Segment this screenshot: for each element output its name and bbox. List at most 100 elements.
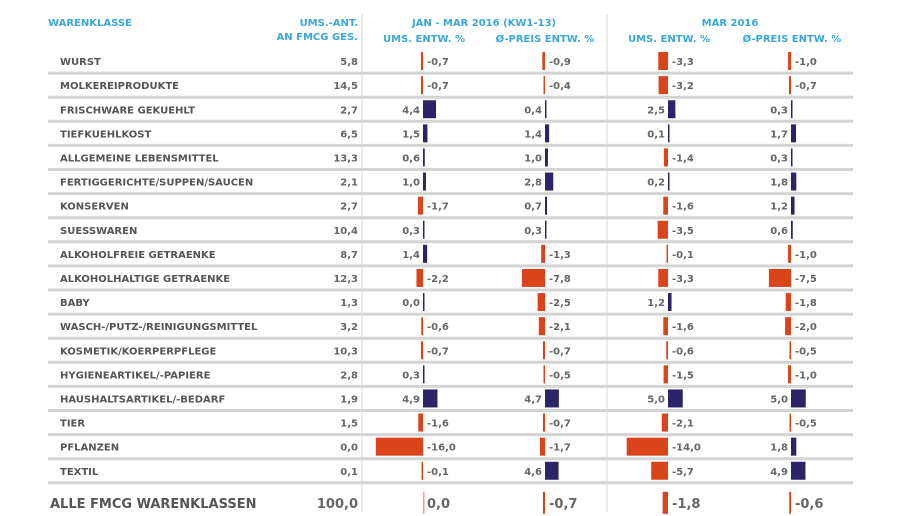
bar (538, 317, 545, 336)
bar-value-label: -0,1 (672, 250, 694, 261)
bar (663, 148, 668, 167)
share-value: 3,2 (340, 322, 358, 333)
category-label: ALKOHOLHALTIGE GETRAENKE (60, 274, 230, 285)
bar-value-label: -0,7 (795, 81, 817, 92)
bar (626, 437, 668, 456)
header-share-line2: AN FMCG GES. (277, 32, 358, 43)
bar-value-label: 5,0 (647, 394, 665, 405)
bar (423, 365, 425, 384)
bar-value-label: -0,9 (549, 57, 571, 68)
category-label: ALLGEMEINE LEBENSMITTEL (60, 153, 219, 164)
bar-value-label: 4,7 (524, 394, 542, 405)
category-label: WASCH-/PUTZ-/REINIGUNGSMITTEL (60, 322, 258, 333)
bar-value-label: 2,8 (524, 178, 542, 189)
bar (521, 268, 545, 287)
bar (658, 52, 668, 71)
bar-value-label: -1,0 (795, 370, 817, 381)
total-row: ALLE FMCG WARENKLASSEN 100,0 0,0 -0,7 -1,8 -0… (50, 491, 823, 514)
table-row: ALLGEMEINE LEBENSMITTEL 13,3 0,6 1,0 -1,4 0,3 (48, 148, 853, 171)
bar (788, 365, 791, 384)
data-rows: WURST 5,8 -0,7 -0,9 -3,3 -1,0 MOLKEREIPRODUKTE… (48, 52, 853, 485)
bar (423, 148, 425, 167)
bar-value-label: -1,0 (795, 57, 817, 68)
bar (791, 172, 797, 191)
total-bar-value-label: -0,7 (549, 497, 577, 512)
share-value: 1,3 (340, 298, 358, 309)
table-row: TIEFKUEHLKOST 6,5 1,5 1,4 0,1 1,7 (48, 124, 853, 147)
bar-value-label: -14,0 (672, 443, 701, 454)
bar (545, 220, 547, 239)
bar (791, 220, 793, 239)
bar-value-label: -0,7 (427, 81, 449, 92)
share-value: 6,5 (340, 129, 358, 140)
total-label: ALLE FMCG WARENKLASSEN (50, 497, 257, 512)
bar (542, 413, 545, 432)
bar (421, 461, 423, 480)
share-value: 1,9 (340, 394, 358, 405)
share-value: 12,3 (333, 274, 358, 285)
bar (791, 196, 795, 215)
share-value: 8,7 (340, 250, 358, 261)
bar-value-label: -1,6 (672, 202, 694, 213)
bar (418, 413, 423, 432)
header-group2-preis: Ø-PREIS ENTW. % (743, 33, 842, 45)
bar (668, 389, 683, 408)
bar-value-label: 0,7 (524, 202, 542, 213)
category-label: SUESSWAREN (60, 226, 137, 237)
total-share: 100,0 (317, 497, 358, 512)
bar-value-label: -7,8 (549, 274, 571, 285)
bar (791, 461, 806, 480)
bar (420, 52, 423, 71)
bar (545, 461, 559, 480)
table-row: TIER 1,5 -1,6 -0,7 -2,1 -0,5 (48, 413, 853, 437)
bar (545, 148, 548, 167)
bar-value-label: 5,0 (770, 394, 788, 405)
category-label: HYGIENEARTIKEL/-PAPIERE (60, 370, 211, 381)
bar (668, 293, 672, 312)
bar (791, 124, 797, 143)
bar-value-label: 1,4 (524, 129, 542, 140)
bar (788, 244, 791, 263)
bar (791, 100, 793, 119)
category-label: BABY (60, 298, 90, 309)
table-row: KONSERVEN 2,7 -1,7 0,7 -1,6 1,2 (48, 196, 853, 220)
bar-value-label: -0,5 (795, 419, 817, 430)
share-value: 2,7 (340, 105, 358, 116)
bar (663, 365, 668, 384)
bar-value-label: 1,7 (770, 129, 788, 140)
bar (423, 124, 428, 143)
category-label: MOLKEREIPRODUKTE (60, 81, 179, 92)
bar-value-label: 4,4 (402, 105, 420, 116)
table-row: HYGIENEARTIKEL/-PAPIERE 2,8 0,3 -0,5 -1,5 -1,… (48, 365, 853, 388)
table-row: ALKOHOLFREIE GETRAENKE 8,7 1,4 -1,3 -0,1 -1,0 (48, 244, 853, 268)
category-label: TIER (60, 419, 85, 430)
bar-value-label: 1,2 (647, 298, 665, 309)
share-value: 0,1 (340, 467, 358, 478)
bar (423, 220, 425, 239)
header-group1-ums: UMS. ENTW. % (383, 34, 465, 45)
table-row: TEXTIL 0,1 -0,1 4,6 -5,7 4,9 (48, 461, 853, 485)
bar (545, 196, 548, 215)
bar (423, 389, 438, 408)
bar-value-label: 0,0 (402, 298, 420, 309)
bar-value-label: 0,3 (770, 105, 788, 116)
bar-value-label: -0,5 (795, 346, 817, 357)
bar (657, 220, 668, 239)
share-value: 2,8 (340, 370, 358, 381)
total-bar-value-label: -1,8 (672, 497, 700, 512)
share-value: 2,7 (340, 202, 358, 213)
bar-value-label: -1,7 (549, 443, 571, 454)
header-group2: MAR 2016 (702, 18, 759, 29)
total-bar (423, 491, 425, 514)
bar-value-label: 0,3 (770, 153, 788, 164)
bar (420, 341, 423, 360)
category-label: HAUSHALTSARTIKEL/-BEDARF (60, 394, 225, 405)
bar-value-label: 2,5 (647, 105, 665, 116)
bar (668, 124, 670, 143)
bar-value-label: 0,3 (402, 226, 420, 237)
bar (791, 437, 797, 456)
table-row: WURST 5,8 -0,7 -0,9 -3,3 -1,0 (48, 52, 853, 75)
bar-value-label: 1,0 (524, 153, 542, 164)
bar-value-label: -2,1 (672, 419, 694, 430)
share-value: 13,3 (333, 153, 358, 164)
